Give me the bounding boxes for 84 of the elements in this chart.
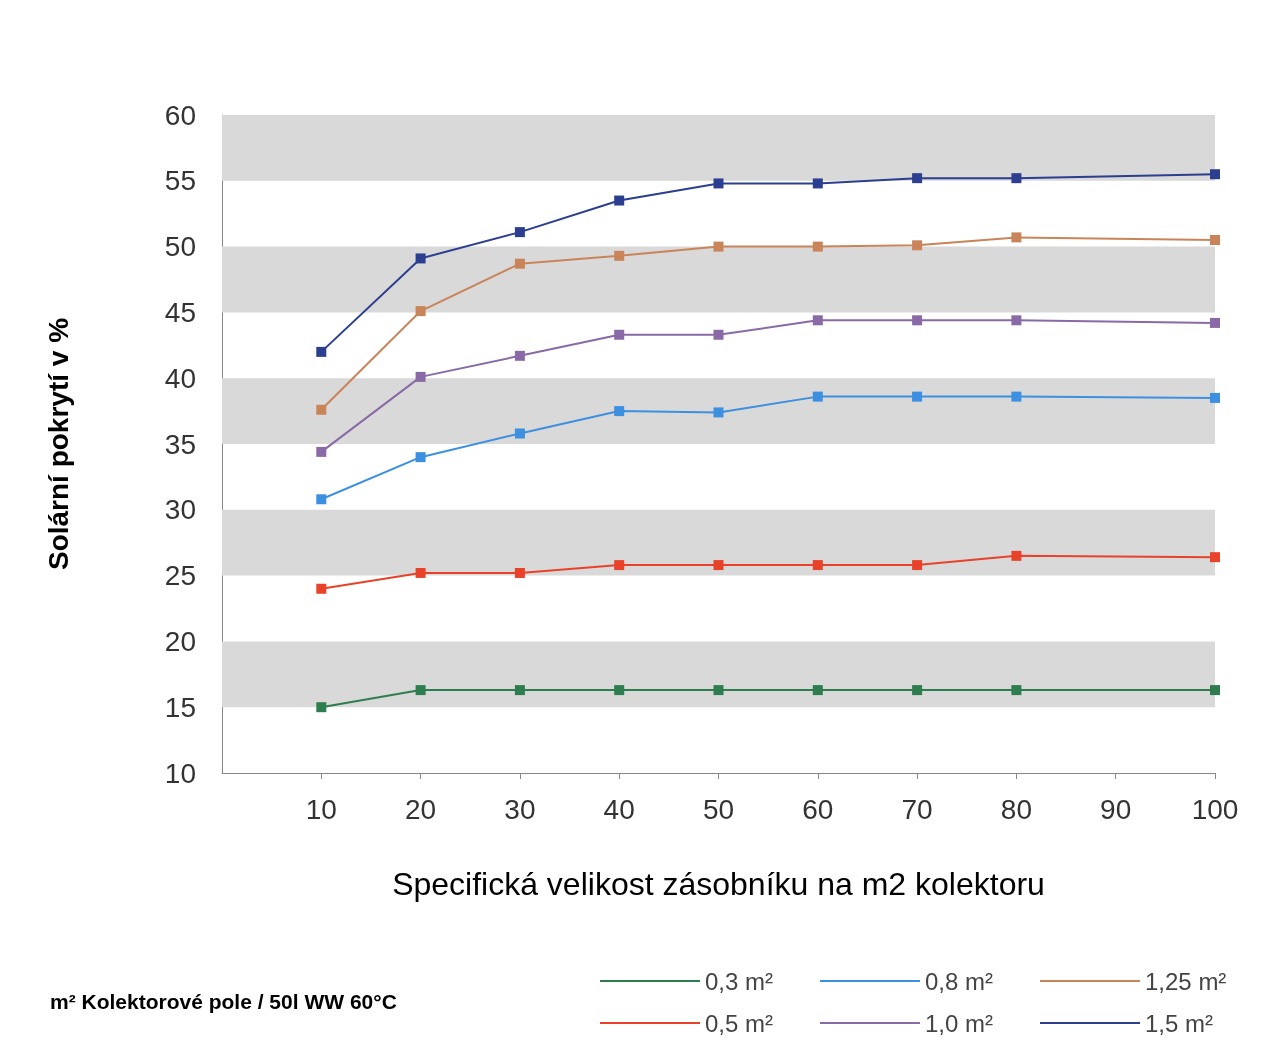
point	[1011, 685, 1022, 696]
point	[812, 315, 823, 326]
x-tick-label: 20	[405, 793, 437, 825]
x-tick-label: 60	[802, 793, 834, 825]
x-tick-label: 40	[603, 793, 635, 825]
point	[812, 685, 823, 696]
x-tick-label: 100	[1191, 793, 1239, 825]
y-tick-label: 15	[164, 691, 196, 723]
point	[1011, 550, 1022, 561]
point	[415, 253, 426, 264]
point	[614, 195, 625, 206]
point	[713, 178, 724, 189]
point	[1210, 392, 1220, 403]
point	[316, 346, 327, 357]
point	[812, 178, 823, 189]
point	[1210, 169, 1220, 180]
point	[912, 685, 923, 696]
x-axis-title: Specifická velikost zásobníku na m2 kolektoru	[392, 866, 1045, 902]
point	[514, 258, 525, 269]
x-tick-label: 30	[504, 793, 536, 825]
x-tick-label: 70	[901, 793, 933, 825]
point	[912, 315, 923, 326]
point	[415, 306, 426, 317]
point	[1011, 315, 1022, 326]
point	[614, 406, 625, 417]
point	[1210, 685, 1220, 696]
y-tick-label: 25	[164, 560, 196, 592]
point	[514, 567, 525, 578]
x-tick-label: 80	[1000, 793, 1032, 825]
legend-label: 1,5 m²	[1145, 1009, 1214, 1037]
point	[514, 350, 525, 361]
point	[1011, 391, 1022, 402]
x-tick-label: 90	[1100, 793, 1132, 825]
point	[713, 407, 724, 418]
point	[1210, 317, 1220, 328]
point	[316, 583, 327, 594]
y-axis-title: Solární pokrytí v %	[42, 317, 74, 571]
x-tick-label: 10	[305, 793, 337, 825]
y-tick-label: 50	[164, 231, 196, 263]
y-tick-label: 35	[164, 428, 196, 460]
point	[1011, 173, 1022, 184]
point	[812, 241, 823, 252]
x-tick-label: 50	[702, 793, 735, 825]
y-tick-label: 10	[164, 757, 196, 789]
point	[514, 685, 525, 696]
legend-label: 1,25 m²	[1145, 967, 1227, 995]
point	[415, 685, 426, 696]
legend-title: m² Kolektorové pole / 50l WW 60°C	[50, 990, 397, 1013]
y-tick-label: 20	[164, 625, 196, 657]
point	[912, 560, 923, 571]
legend-label: 1,0 m²	[925, 1009, 994, 1037]
y-tick-label: 30	[164, 494, 196, 526]
point	[316, 702, 327, 713]
y-tick-label: 55	[164, 165, 196, 197]
point	[316, 404, 327, 415]
point	[514, 227, 525, 238]
legend-label: 0,3 m²	[705, 967, 774, 995]
point	[812, 560, 823, 571]
point	[415, 567, 426, 578]
y-tick-label: 60	[164, 99, 196, 131]
point	[912, 240, 923, 251]
y-tick-label: 45	[164, 296, 196, 328]
point	[316, 494, 327, 505]
point	[713, 685, 724, 696]
point	[316, 446, 327, 457]
point	[614, 250, 625, 261]
point	[912, 391, 923, 402]
point	[415, 371, 426, 382]
y-tick-label: 40	[164, 362, 196, 394]
point	[912, 173, 923, 184]
point	[812, 391, 823, 402]
point	[415, 452, 426, 463]
point	[713, 241, 724, 252]
point	[1210, 235, 1220, 246]
point	[713, 560, 724, 571]
legend-label: 0,8 m²	[925, 967, 994, 995]
point	[514, 428, 525, 439]
legend-label: 0,5 m²	[705, 1009, 774, 1037]
point	[614, 685, 625, 696]
point	[713, 329, 724, 340]
point	[1011, 232, 1022, 243]
point	[614, 329, 625, 340]
point	[1210, 552, 1220, 563]
point	[614, 560, 625, 571]
